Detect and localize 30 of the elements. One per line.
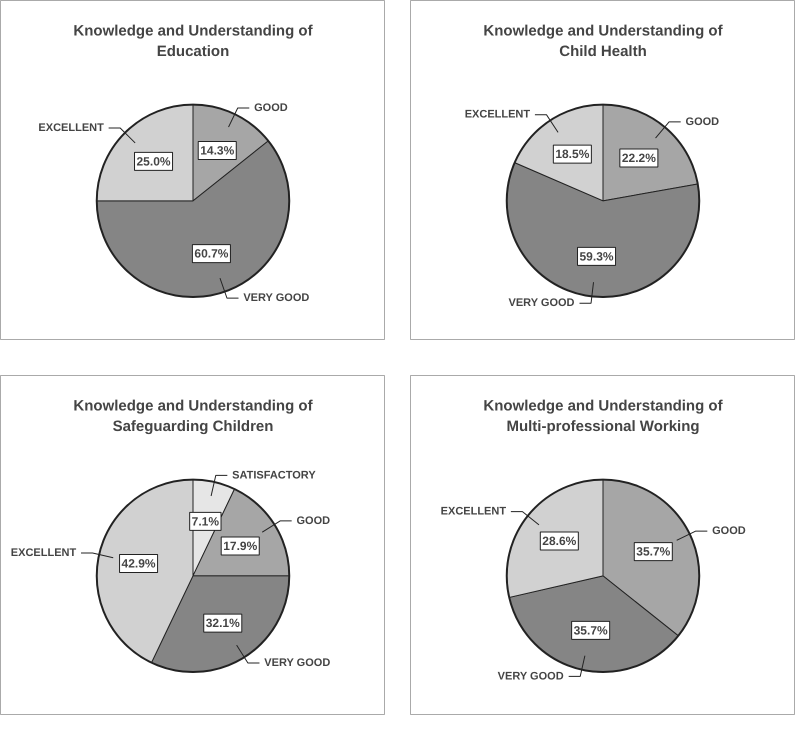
data-label: 35.7% [636, 544, 671, 559]
chart-title: Knowledge and Understanding of Multi-professional Working [483, 398, 724, 436]
data-label: 17.9% [223, 539, 258, 554]
slice-label: GOOD [254, 102, 288, 114]
slice-label: VERY GOOD [498, 670, 564, 682]
data-label: 25.0% [136, 154, 171, 168]
data-label: 35.7% [574, 623, 608, 638]
slice-label: EXCELLENT [10, 547, 76, 560]
slice-label: EXCELLENT [38, 122, 104, 134]
data-label: 7.1% [192, 514, 220, 528]
slice-label: VERY GOOD [243, 292, 310, 304]
chart-title: Knowledge and Understanding of Child Health [483, 22, 724, 60]
data-label: 28.6% [542, 534, 577, 548]
chart-title: Knowledge and Understanding of Education [73, 22, 314, 60]
slice-label: EXCELLENT [440, 506, 506, 518]
chart-title: Knowledge and Understanding of Safeguarding Children [73, 398, 314, 436]
slice-label: VERY GOOD [264, 657, 330, 670]
slice-label: EXCELLENT [464, 108, 530, 121]
slice-label: GOOD [712, 525, 746, 538]
data-label: 60.7% [194, 246, 229, 261]
data-label: 18.5% [555, 147, 590, 162]
data-label: 42.9% [122, 556, 156, 570]
slice-label: VERY GOOD [508, 297, 575, 310]
data-label: 59.3% [580, 249, 614, 264]
data-label: 32.1% [206, 616, 240, 630]
slice-label: GOOD [686, 116, 720, 128]
data-label: 22.2% [622, 151, 656, 166]
slice-label: SATISFACTORY [232, 469, 316, 482]
slice-label: GOOD [296, 514, 330, 527]
data-label: 14.3% [200, 144, 235, 158]
